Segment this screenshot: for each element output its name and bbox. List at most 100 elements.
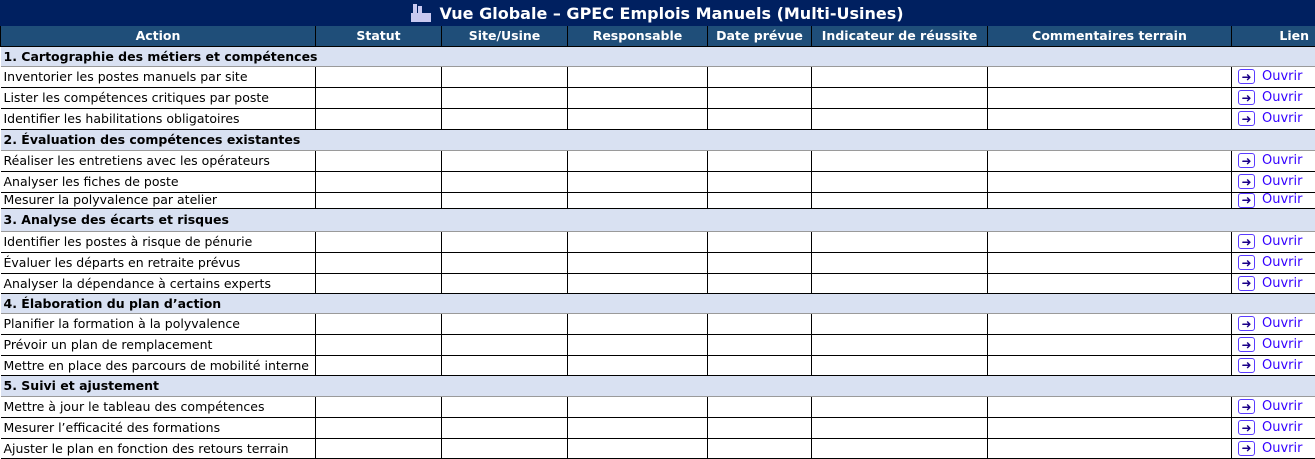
open-link[interactable]: ➜Ouvrir xyxy=(1238,358,1302,373)
status-cell[interactable] xyxy=(316,87,442,108)
owner-cell[interactable] xyxy=(568,108,708,129)
status-cell[interactable] xyxy=(316,334,442,355)
comment-cell[interactable] xyxy=(988,334,1232,355)
status-cell[interactable] xyxy=(316,66,442,87)
indicator-cell[interactable] xyxy=(812,417,988,438)
date-cell[interactable] xyxy=(708,313,812,334)
site-cell[interactable] xyxy=(442,334,568,355)
comment-cell[interactable] xyxy=(988,313,1232,334)
date-cell[interactable] xyxy=(708,108,812,129)
owner-cell[interactable] xyxy=(568,231,708,252)
column-header[interactable]: Responsable xyxy=(568,26,708,46)
status-cell[interactable] xyxy=(316,438,442,458)
open-link[interactable]: ➜Ouvrir xyxy=(1238,337,1302,352)
open-link[interactable]: ➜Ouvrir xyxy=(1238,316,1302,331)
site-cell[interactable] xyxy=(442,438,568,458)
owner-cell[interactable] xyxy=(568,252,708,273)
comment-cell[interactable] xyxy=(988,438,1232,458)
indicator-cell[interactable] xyxy=(812,66,988,87)
open-link[interactable]: ➜Ouvrir xyxy=(1238,420,1302,435)
site-cell[interactable] xyxy=(442,108,568,129)
open-link[interactable]: ➜Ouvrir xyxy=(1238,234,1302,249)
owner-cell[interactable] xyxy=(568,87,708,108)
status-cell[interactable] xyxy=(316,192,442,208)
comment-cell[interactable] xyxy=(988,87,1232,108)
indicator-cell[interactable] xyxy=(812,396,988,417)
date-cell[interactable] xyxy=(708,150,812,171)
status-cell[interactable] xyxy=(316,313,442,334)
indicator-cell[interactable] xyxy=(812,192,988,208)
owner-cell[interactable] xyxy=(568,150,708,171)
link-cell[interactable]: ➜Ouvrir xyxy=(1232,334,1315,355)
site-cell[interactable] xyxy=(442,150,568,171)
date-cell[interactable] xyxy=(708,417,812,438)
owner-cell[interactable] xyxy=(568,192,708,208)
comment-cell[interactable] xyxy=(988,396,1232,417)
site-cell[interactable] xyxy=(442,87,568,108)
link-cell[interactable]: ➜Ouvrir xyxy=(1232,192,1315,208)
date-cell[interactable] xyxy=(708,171,812,192)
indicator-cell[interactable] xyxy=(812,87,988,108)
owner-cell[interactable] xyxy=(568,313,708,334)
owner-cell[interactable] xyxy=(568,171,708,192)
owner-cell[interactable] xyxy=(568,273,708,293)
date-cell[interactable] xyxy=(708,231,812,252)
status-cell[interactable] xyxy=(316,150,442,171)
site-cell[interactable] xyxy=(442,355,568,375)
site-cell[interactable] xyxy=(442,192,568,208)
comment-cell[interactable] xyxy=(988,171,1232,192)
comment-cell[interactable] xyxy=(988,192,1232,208)
open-link[interactable]: ➜Ouvrir xyxy=(1238,276,1302,291)
site-cell[interactable] xyxy=(442,171,568,192)
open-link[interactable]: ➜Ouvrir xyxy=(1238,193,1302,208)
column-header[interactable]: Site/Usine xyxy=(442,26,568,46)
status-cell[interactable] xyxy=(316,355,442,375)
comment-cell[interactable] xyxy=(988,355,1232,375)
link-cell[interactable]: ➜Ouvrir xyxy=(1232,252,1315,273)
indicator-cell[interactable] xyxy=(812,355,988,375)
open-link[interactable]: ➜Ouvrir xyxy=(1238,111,1302,126)
date-cell[interactable] xyxy=(708,252,812,273)
status-cell[interactable] xyxy=(316,273,442,293)
owner-cell[interactable] xyxy=(568,417,708,438)
link-cell[interactable]: ➜Ouvrir xyxy=(1232,417,1315,438)
indicator-cell[interactable] xyxy=(812,108,988,129)
status-cell[interactable] xyxy=(316,252,442,273)
link-cell[interactable]: ➜Ouvrir xyxy=(1232,273,1315,293)
comment-cell[interactable] xyxy=(988,150,1232,171)
status-cell[interactable] xyxy=(316,231,442,252)
date-cell[interactable] xyxy=(708,334,812,355)
site-cell[interactable] xyxy=(442,252,568,273)
date-cell[interactable] xyxy=(708,438,812,458)
site-cell[interactable] xyxy=(442,273,568,293)
site-cell[interactable] xyxy=(442,231,568,252)
link-cell[interactable]: ➜Ouvrir xyxy=(1232,87,1315,108)
open-link[interactable]: ➜Ouvrir xyxy=(1238,90,1302,105)
comment-cell[interactable] xyxy=(988,273,1232,293)
indicator-cell[interactable] xyxy=(812,438,988,458)
indicator-cell[interactable] xyxy=(812,273,988,293)
open-link[interactable]: ➜Ouvrir xyxy=(1238,153,1302,168)
open-link[interactable]: ➜Ouvrir xyxy=(1238,69,1302,84)
site-cell[interactable] xyxy=(442,313,568,334)
link-cell[interactable]: ➜Ouvrir xyxy=(1232,396,1315,417)
open-link[interactable]: ➜Ouvrir xyxy=(1238,255,1302,270)
owner-cell[interactable] xyxy=(568,66,708,87)
owner-cell[interactable] xyxy=(568,334,708,355)
owner-cell[interactable] xyxy=(568,396,708,417)
date-cell[interactable] xyxy=(708,66,812,87)
comment-cell[interactable] xyxy=(988,252,1232,273)
open-link[interactable]: ➜Ouvrir xyxy=(1238,174,1302,189)
comment-cell[interactable] xyxy=(988,108,1232,129)
indicator-cell[interactable] xyxy=(812,150,988,171)
column-header[interactable]: Lien xyxy=(1232,26,1315,46)
site-cell[interactable] xyxy=(442,417,568,438)
column-header[interactable]: Indicateur de réussite xyxy=(812,26,988,46)
date-cell[interactable] xyxy=(708,273,812,293)
comment-cell[interactable] xyxy=(988,231,1232,252)
column-header[interactable]: Statut xyxy=(316,26,442,46)
indicator-cell[interactable] xyxy=(812,313,988,334)
status-cell[interactable] xyxy=(316,396,442,417)
status-cell[interactable] xyxy=(316,108,442,129)
status-cell[interactable] xyxy=(316,171,442,192)
